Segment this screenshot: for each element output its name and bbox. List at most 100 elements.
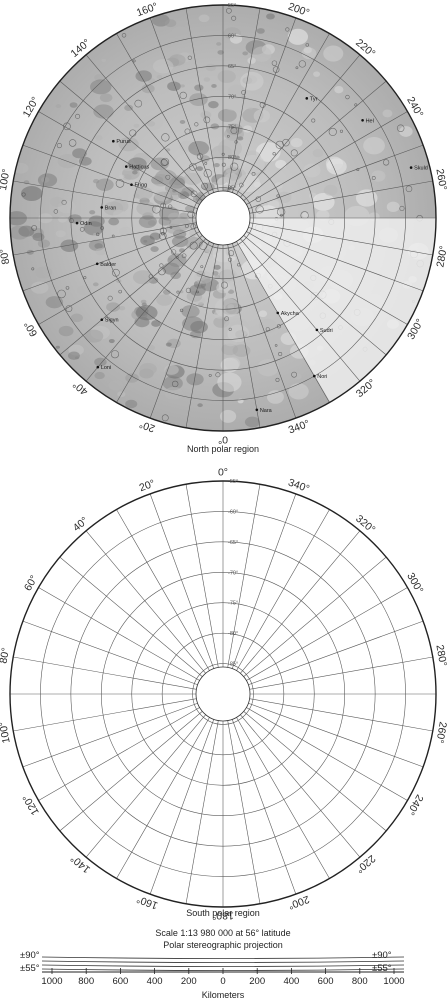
meridian-line	[116, 241, 210, 403]
terrain-patch	[106, 302, 120, 312]
scale-tick-label: 600	[318, 976, 334, 987]
crater	[185, 287, 192, 293]
meridian-line	[248, 620, 424, 686]
crater	[194, 122, 199, 127]
crater	[190, 190, 198, 198]
terrain-patch	[227, 304, 235, 310]
terrain-patch	[181, 305, 200, 318]
latitude-label: 55°	[228, 3, 236, 9]
terrain-patch	[232, 344, 251, 357]
feature-marker	[130, 183, 133, 186]
terrain-patch	[213, 163, 220, 168]
north-terrain-texture	[10, 7, 436, 428]
meridian-line	[227, 484, 261, 668]
terrain-patch	[72, 148, 87, 159]
terrain-patch	[45, 296, 64, 309]
scale-bar-lines	[41, 956, 405, 974]
feature-marker	[100, 318, 104, 322]
crater	[56, 142, 62, 149]
terrain-patch	[170, 271, 181, 280]
meridian-line	[243, 556, 387, 677]
terrain-patch	[93, 104, 114, 119]
north-map-caption: North polar region	[187, 444, 259, 454]
longitude-label: 180°	[212, 910, 234, 922]
terrain-patch	[68, 214, 82, 224]
terrain-patch	[60, 239, 79, 252]
feature-label: Odin	[80, 221, 92, 227]
south-map-rim	[9, 480, 437, 908]
longitude-label: 0°	[218, 467, 228, 479]
meridian-line	[149, 493, 215, 669]
latitude-label: 80°	[228, 155, 236, 161]
terrain-patch	[132, 270, 154, 285]
latitude-label: -55°	[228, 479, 238, 485]
feature-marker	[112, 139, 115, 143]
terrain-patch	[208, 100, 219, 109]
terrain-patch	[164, 364, 179, 375]
meridian-line	[246, 587, 408, 681]
terrain-patch	[326, 158, 347, 175]
crater	[31, 267, 35, 271]
meridian-line	[149, 719, 215, 895]
meridian-line	[185, 8, 219, 192]
crater	[171, 249, 177, 255]
terrain-patch	[58, 325, 74, 337]
terrain-patch	[247, 57, 256, 64]
meridian-line	[13, 222, 197, 256]
terrain-patch	[150, 246, 159, 252]
terrain-patch	[30, 281, 49, 294]
feature-label: Tyr	[310, 96, 318, 102]
terrain-patch	[302, 212, 310, 218]
crater	[272, 152, 276, 156]
terrain-patch	[217, 70, 236, 83]
terrain-patch	[224, 357, 241, 370]
terrain-patch	[124, 104, 134, 111]
crater	[158, 267, 166, 276]
crater	[228, 250, 235, 257]
terrain-patch	[256, 28, 265, 34]
meridian-line	[227, 720, 261, 904]
terrain-patch	[151, 320, 161, 327]
meridian-line	[38, 111, 200, 205]
crater	[305, 43, 310, 47]
crater	[200, 265, 204, 269]
meridian-line	[248, 226, 424, 292]
north-polar-map: 0°20°40°60°80°100°120°140°160°180°200°22…	[0, 0, 447, 454]
crater	[226, 7, 232, 14]
crater	[208, 373, 212, 377]
crater	[181, 253, 187, 259]
terrain-patch	[40, 176, 50, 183]
scale-tick-label: 800	[78, 976, 94, 987]
terrain-patch	[217, 108, 237, 123]
meridian-line	[236, 509, 330, 671]
crater	[158, 232, 167, 240]
crater	[61, 199, 67, 205]
terrain-patch	[293, 373, 302, 380]
terrain-patch	[244, 416, 261, 428]
terrain-patch	[94, 357, 107, 367]
terrain-patch	[287, 28, 309, 45]
south-latitude-labels: -85° -80° -75° -70° -65° -60° -55°	[228, 479, 238, 668]
meridian-line	[38, 707, 200, 801]
terrain-patch	[95, 135, 103, 141]
terrain-patch	[70, 85, 79, 91]
feature-marker	[95, 262, 99, 266]
terrain-patch	[242, 51, 249, 56]
terrain-patch	[57, 154, 78, 169]
crater	[285, 27, 290, 32]
terrain-patch	[164, 386, 183, 400]
crater	[161, 157, 170, 166]
crater	[371, 176, 376, 180]
meridian-line	[231, 719, 297, 895]
longitude-label: 80°	[0, 248, 12, 266]
terrain-patch	[119, 103, 125, 108]
terrain-patch	[140, 235, 155, 246]
crater	[221, 162, 226, 167]
meridian-line	[243, 80, 387, 201]
terrain-patch	[167, 253, 187, 267]
crater	[161, 133, 170, 142]
terrain-patch	[89, 210, 96, 215]
crater	[68, 139, 77, 147]
terrain-patch	[323, 45, 344, 62]
scale-legend: Scale 1:13 980 000 at 56° latitude Polar…	[20, 928, 405, 1000]
